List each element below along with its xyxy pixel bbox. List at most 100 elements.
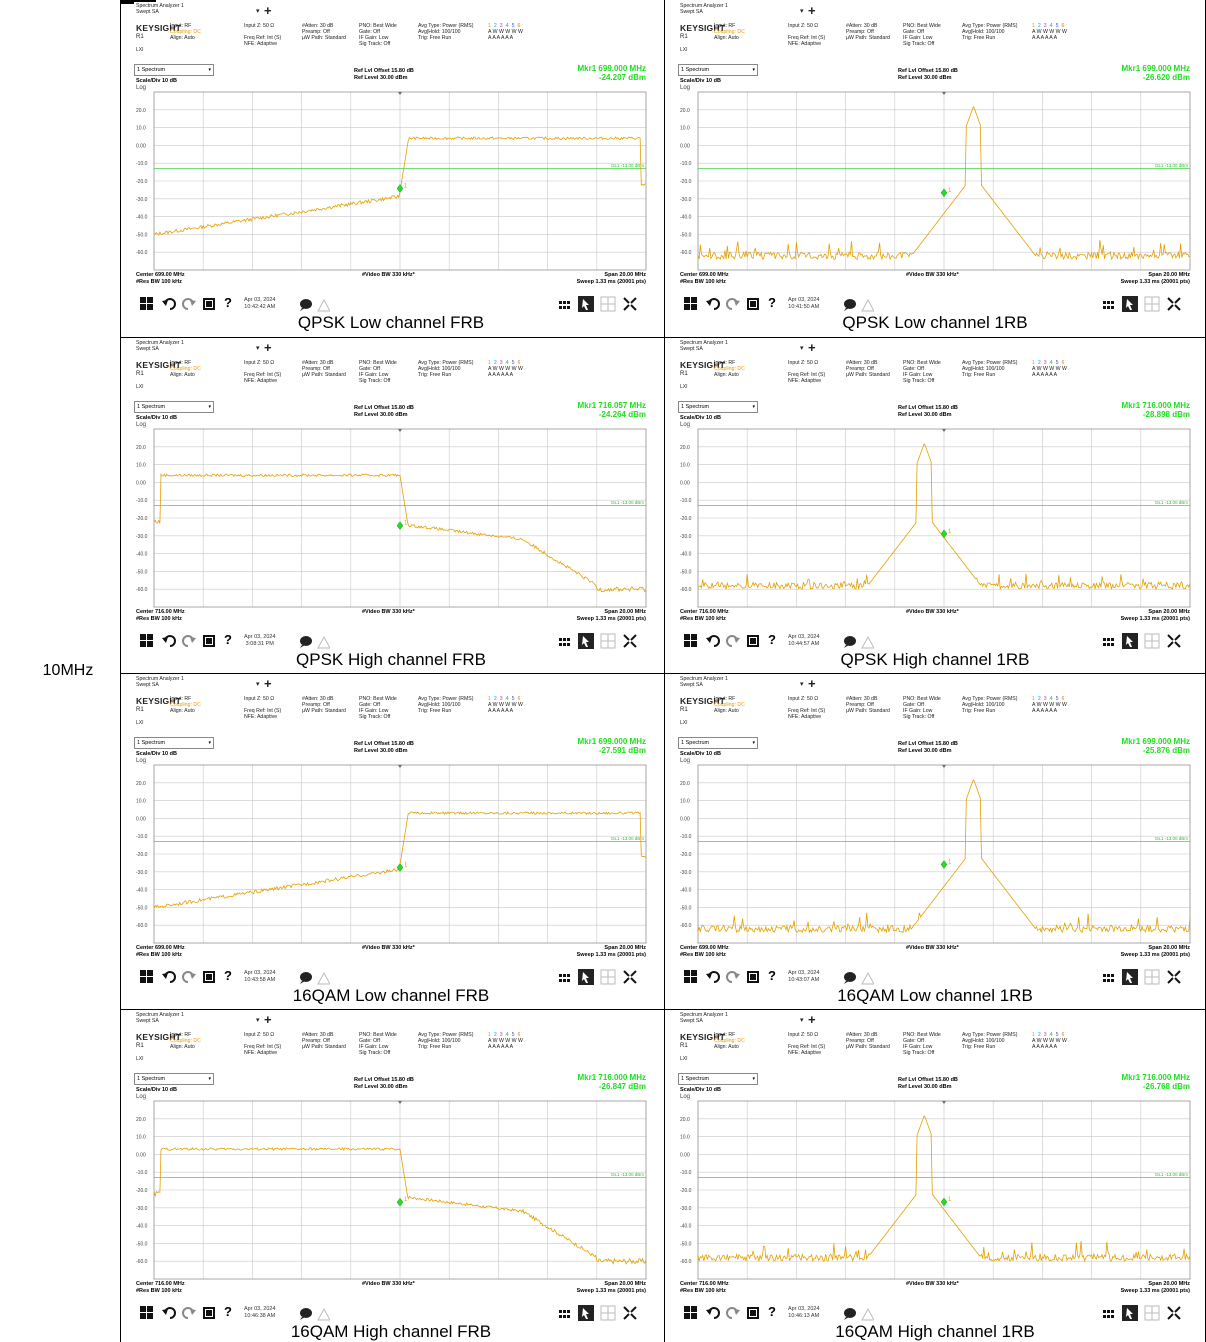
undo-icon[interactable]: [706, 1306, 720, 1320]
message-icon[interactable]: [300, 635, 330, 649]
add-screen-icon[interactable]: +: [264, 3, 272, 18]
touch-icon[interactable]: [1122, 969, 1138, 985]
fullscreen-icon[interactable]: [622, 633, 638, 649]
layout-icon[interactable]: [1144, 296, 1160, 312]
redo-icon[interactable]: [182, 297, 196, 311]
spectrum-selector[interactable]: 1 Spectrum ▾: [678, 1073, 758, 1085]
grid-dots-icon[interactable]: [1102, 970, 1116, 984]
fullscreen-icon[interactable]: [1166, 633, 1182, 649]
screen-icon[interactable]: [746, 634, 760, 648]
help-icon[interactable]: ?: [768, 632, 776, 647]
chevron-down-icon[interactable]: ▾: [800, 345, 804, 352]
spectrum-selector[interactable]: 1 Spectrum ▾: [678, 64, 758, 76]
help-icon[interactable]: ?: [768, 295, 776, 310]
redo-icon[interactable]: [182, 634, 196, 648]
add-screen-icon[interactable]: +: [808, 676, 816, 691]
screen-icon[interactable]: [202, 970, 216, 984]
windows-icon[interactable]: [684, 970, 698, 984]
grid-dots-icon[interactable]: [1102, 1306, 1116, 1320]
message-icon[interactable]: [844, 298, 874, 312]
message-icon[interactable]: [300, 971, 330, 985]
message-icon[interactable]: [300, 1307, 330, 1321]
help-icon[interactable]: ?: [224, 632, 232, 647]
layout-icon[interactable]: [600, 969, 616, 985]
fullscreen-icon[interactable]: [622, 296, 638, 312]
screen-icon[interactable]: [746, 1306, 760, 1320]
grid-dots-icon[interactable]: [558, 634, 572, 648]
fullscreen-icon[interactable]: [622, 969, 638, 985]
add-screen-icon[interactable]: +: [264, 1012, 272, 1027]
redo-icon[interactable]: [182, 970, 196, 984]
add-screen-icon[interactable]: +: [808, 1012, 816, 1027]
chevron-down-icon[interactable]: ▾: [256, 1017, 260, 1024]
layout-icon[interactable]: [600, 1305, 616, 1321]
message-icon[interactable]: [300, 298, 330, 312]
spectrum-selector[interactable]: 1 Spectrum ▾: [678, 737, 758, 749]
touch-icon[interactable]: [578, 969, 594, 985]
fullscreen-icon[interactable]: [622, 1305, 638, 1321]
message-icon[interactable]: [844, 971, 874, 985]
undo-icon[interactable]: [706, 970, 720, 984]
touch-icon[interactable]: [578, 1305, 594, 1321]
message-icon[interactable]: [844, 1307, 874, 1321]
windows-icon[interactable]: [684, 634, 698, 648]
undo-icon[interactable]: [706, 634, 720, 648]
add-screen-icon[interactable]: +: [808, 340, 816, 355]
redo-icon[interactable]: [726, 634, 740, 648]
touch-icon[interactable]: [578, 633, 594, 649]
touch-icon[interactable]: [578, 296, 594, 312]
windows-icon[interactable]: [140, 297, 154, 311]
add-screen-icon[interactable]: +: [264, 676, 272, 691]
fullscreen-icon[interactable]: [1166, 1305, 1182, 1321]
help-icon[interactable]: ?: [768, 1304, 776, 1319]
grid-dots-icon[interactable]: [1102, 297, 1116, 311]
touch-icon[interactable]: [1122, 1305, 1138, 1321]
layout-icon[interactable]: [600, 296, 616, 312]
undo-icon[interactable]: [706, 297, 720, 311]
chevron-down-icon[interactable]: ▾: [800, 1017, 804, 1024]
windows-icon[interactable]: [140, 1306, 154, 1320]
screen-icon[interactable]: [746, 970, 760, 984]
screen-icon[interactable]: [202, 634, 216, 648]
add-screen-icon[interactable]: +: [808, 3, 816, 18]
spectrum-selector[interactable]: 1 Spectrum ▾: [134, 1073, 214, 1085]
grid-dots-icon[interactable]: [558, 297, 572, 311]
touch-icon[interactable]: [1122, 633, 1138, 649]
layout-icon[interactable]: [1144, 969, 1160, 985]
help-icon[interactable]: ?: [224, 295, 232, 310]
spectrum-selector[interactable]: 1 Spectrum ▾: [134, 737, 214, 749]
layout-icon[interactable]: [600, 633, 616, 649]
screen-icon[interactable]: [202, 297, 216, 311]
fullscreen-icon[interactable]: [1166, 969, 1182, 985]
windows-icon[interactable]: [140, 970, 154, 984]
chevron-down-icon[interactable]: ▾: [256, 345, 260, 352]
layout-icon[interactable]: [1144, 633, 1160, 649]
message-icon[interactable]: [844, 635, 874, 649]
undo-icon[interactable]: [162, 297, 176, 311]
redo-icon[interactable]: [182, 1306, 196, 1320]
screen-icon[interactable]: [202, 1306, 216, 1320]
grid-dots-icon[interactable]: [1102, 634, 1116, 648]
chevron-down-icon[interactable]: ▾: [800, 8, 804, 15]
spectrum-selector[interactable]: 1 Spectrum ▾: [678, 401, 758, 413]
grid-dots-icon[interactable]: [558, 1306, 572, 1320]
windows-icon[interactable]: [684, 297, 698, 311]
windows-icon[interactable]: [684, 1306, 698, 1320]
chevron-down-icon[interactable]: ▾: [256, 681, 260, 688]
help-icon[interactable]: ?: [224, 968, 232, 983]
help-icon[interactable]: ?: [768, 968, 776, 983]
windows-icon[interactable]: [140, 634, 154, 648]
grid-dots-icon[interactable]: [558, 970, 572, 984]
redo-icon[interactable]: [726, 297, 740, 311]
undo-icon[interactable]: [162, 634, 176, 648]
touch-icon[interactable]: [1122, 296, 1138, 312]
undo-icon[interactable]: [162, 970, 176, 984]
redo-icon[interactable]: [726, 1306, 740, 1320]
screen-icon[interactable]: [746, 297, 760, 311]
add-screen-icon[interactable]: +: [264, 340, 272, 355]
help-icon[interactable]: ?: [224, 1304, 232, 1319]
redo-icon[interactable]: [726, 970, 740, 984]
chevron-down-icon[interactable]: ▾: [256, 8, 260, 15]
undo-icon[interactable]: [162, 1306, 176, 1320]
layout-icon[interactable]: [1144, 1305, 1160, 1321]
